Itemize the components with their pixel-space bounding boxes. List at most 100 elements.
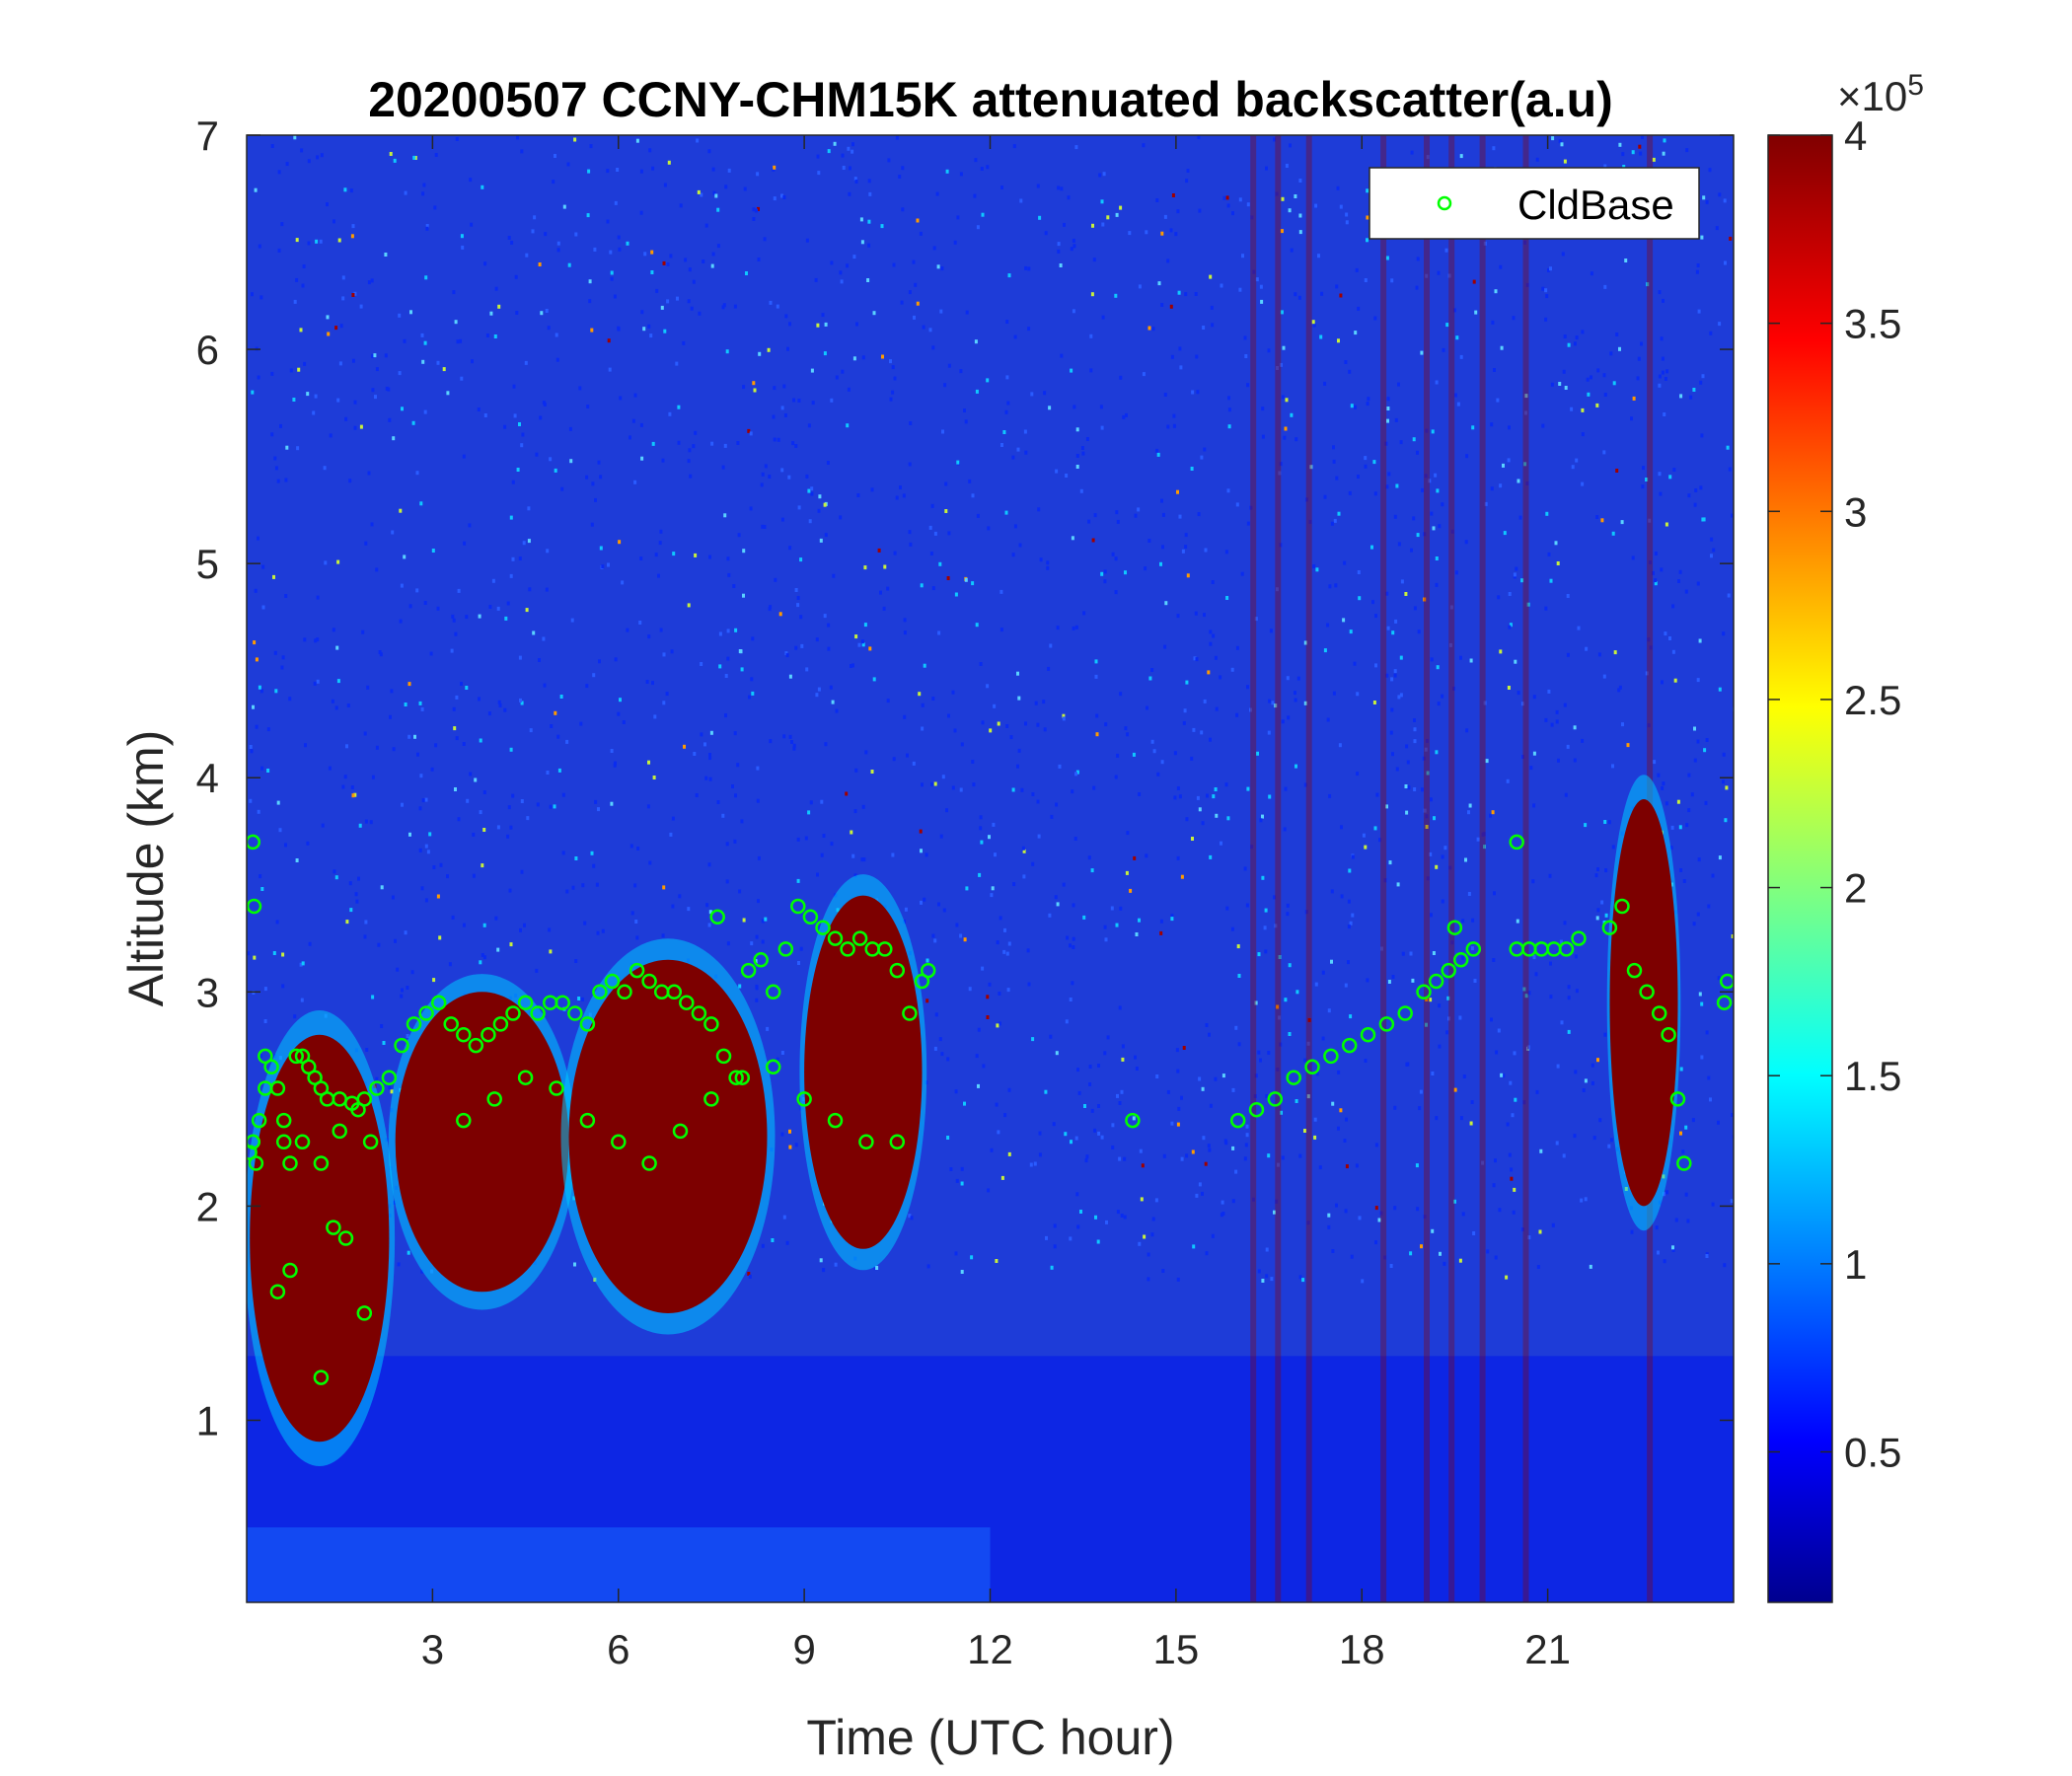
noise-speck <box>788 322 791 327</box>
noise-speck <box>716 244 720 249</box>
cldbase-point <box>1267 1091 1284 1107</box>
noise-speck <box>1356 772 1360 777</box>
noise-speck <box>1214 1076 1218 1081</box>
noise-speck <box>788 734 792 739</box>
noise-speck <box>727 572 731 577</box>
noise-speck <box>1395 483 1399 488</box>
cldbase-point <box>288 1048 304 1065</box>
noise-speck <box>249 745 253 749</box>
noise-speck <box>1176 1122 1180 1127</box>
noise-speck <box>1323 381 1327 386</box>
noise-speck <box>1079 488 1083 493</box>
noise-speck <box>1535 1089 1539 1094</box>
noise-speck <box>433 205 437 210</box>
noise-speck <box>1092 785 1096 790</box>
noise-speck <box>496 606 500 611</box>
noise-speck <box>889 397 893 402</box>
noise-speck <box>423 409 427 414</box>
noise-speck <box>814 277 818 282</box>
noise-speck <box>1718 322 1722 327</box>
noise-speck <box>1411 978 1415 983</box>
noise-speck <box>1024 721 1027 726</box>
noise-speck <box>1428 479 1432 483</box>
noise-speck <box>1562 1153 1566 1158</box>
noise-speck <box>609 250 613 255</box>
noise-speck <box>599 475 603 480</box>
noise-speck <box>1564 386 1568 390</box>
noise-speck <box>306 841 310 846</box>
noise-speck <box>1202 1136 1206 1141</box>
noise-speck <box>977 1027 981 1032</box>
noise-speck <box>494 916 498 921</box>
noise-speck <box>1700 1055 1704 1060</box>
noise-speck <box>1715 226 1719 231</box>
noise-speck <box>371 775 375 779</box>
noise-speck <box>1575 458 1579 463</box>
noise-speck <box>1443 1261 1446 1266</box>
noise-speck <box>453 726 457 731</box>
noise-speck <box>749 431 753 436</box>
noise-speck <box>1303 640 1307 645</box>
noise-speck <box>1161 1269 1165 1273</box>
noise-speck <box>1274 924 1278 928</box>
noise-speck <box>258 244 261 249</box>
noise-speck <box>718 664 722 669</box>
noise-speck <box>1159 930 1163 935</box>
noise-speck <box>542 636 546 641</box>
noise-speck <box>1474 310 1478 315</box>
noise-speck <box>349 188 353 193</box>
noise-speck <box>1425 738 1429 743</box>
noise-speck <box>482 790 486 794</box>
noise-speck <box>1330 521 1334 526</box>
noise-speck <box>1679 868 1683 872</box>
noise-speck <box>1425 997 1429 1001</box>
noise-speck <box>1493 891 1496 896</box>
noise-speck <box>658 541 662 546</box>
noise-speck <box>695 793 699 797</box>
noise-speck <box>1194 292 1198 296</box>
noise-speck <box>920 900 923 905</box>
noise-speck <box>799 946 803 951</box>
noise-speck <box>736 763 740 768</box>
noise-speck <box>824 533 828 538</box>
noise-speck <box>1148 676 1152 681</box>
noise-speck <box>752 217 756 221</box>
noise-speck <box>1589 1264 1592 1269</box>
noise-speck <box>425 224 429 228</box>
noise-speck <box>403 338 407 343</box>
noise-speck <box>1662 298 1665 303</box>
noise-speck <box>1226 488 1230 493</box>
noise-speck <box>483 261 487 266</box>
noise-speck <box>1327 1008 1331 1013</box>
noise-speck <box>1193 656 1197 661</box>
noise-speck <box>1351 854 1355 859</box>
noise-speck <box>1645 671 1649 676</box>
noise-speck <box>1342 618 1346 623</box>
noise-speck <box>407 1250 410 1255</box>
noise-speck <box>1132 752 1136 757</box>
noise-speck <box>337 238 341 243</box>
colorbar-tick-label: 3.5 <box>1844 301 1901 347</box>
noise-speck <box>606 169 610 174</box>
noise-speck <box>1120 1214 1124 1218</box>
noise-speck <box>1225 195 1229 200</box>
noise-speck <box>1160 760 1164 765</box>
noise-speck <box>1328 584 1332 589</box>
y-axis-label: Altitude (km) <box>118 730 174 1007</box>
noise-speck <box>1038 1131 1042 1136</box>
noise-speck <box>1289 143 1292 148</box>
noise-speck <box>1089 368 1093 373</box>
noise-speck <box>1514 659 1517 664</box>
noise-speck <box>1524 410 1527 415</box>
noise-speck <box>981 212 985 217</box>
noise-speck <box>1600 518 1604 523</box>
noise-speck <box>1005 320 1009 324</box>
noise-speck <box>388 1085 392 1090</box>
noise-speck <box>454 320 458 325</box>
noise-speck <box>1145 853 1148 858</box>
noise-speck <box>618 540 622 545</box>
noise-speck <box>1394 619 1398 624</box>
noise-speck <box>1658 290 1662 295</box>
cldbase-point <box>796 1091 812 1107</box>
noise-speck <box>1286 912 1290 917</box>
